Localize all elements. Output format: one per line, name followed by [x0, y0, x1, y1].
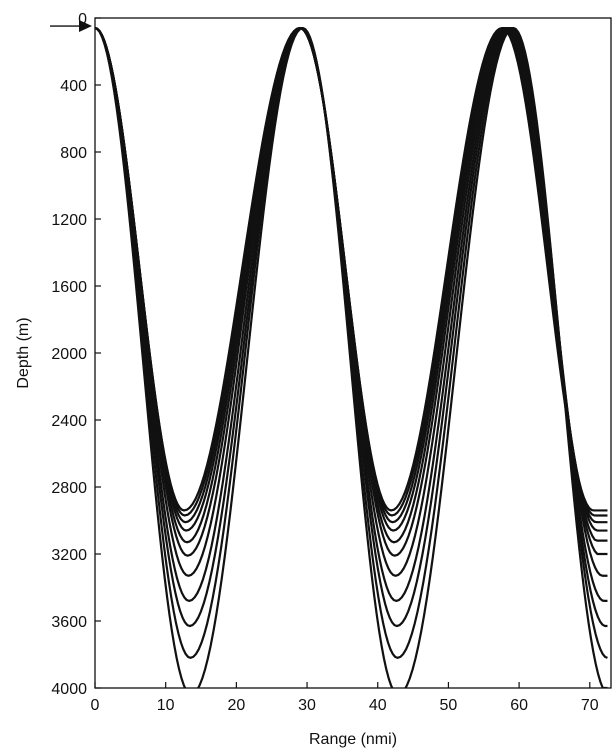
x-tick-label: 20	[227, 697, 245, 714]
ray-paths	[95, 26, 608, 688]
x-tick-label: 50	[440, 697, 458, 714]
y-tick-label: 1600	[51, 279, 87, 296]
y-axis-title: Depth (m)	[15, 317, 32, 388]
x-tick-label: 0	[91, 697, 100, 714]
x-tick-label: 30	[298, 697, 316, 714]
y-axis: 0 400 800 1200 1600 2000 2400 2800 3200 3600 4000	[51, 11, 101, 698]
ray-path-10	[95, 26, 608, 688]
x-tick-label: 40	[369, 697, 387, 714]
x-axis: 0 10 20 30 40 50 60 70	[91, 682, 599, 714]
y-tick-label: 4000	[51, 681, 87, 698]
y-tick-label: 2800	[51, 480, 87, 497]
y-tick-label: 3200	[51, 547, 87, 564]
y-tick-label: 400	[60, 78, 87, 95]
source-arrow-icon	[50, 20, 92, 33]
x-tick-label: 10	[157, 697, 175, 714]
arrow-head	[79, 20, 92, 33]
y-tick-label: 3600	[51, 614, 87, 631]
y-tick-label: 800	[60, 145, 87, 162]
x-axis-title: Range (nmi)	[309, 731, 397, 748]
x-tick-label: 70	[581, 697, 599, 714]
y-tick-label: 0	[78, 11, 87, 28]
y-tick-label: 1200	[51, 212, 87, 229]
x-tick-label: 60	[510, 697, 528, 714]
y-tick-label: 2400	[51, 413, 87, 430]
y-tick-label: 2000	[51, 346, 87, 363]
